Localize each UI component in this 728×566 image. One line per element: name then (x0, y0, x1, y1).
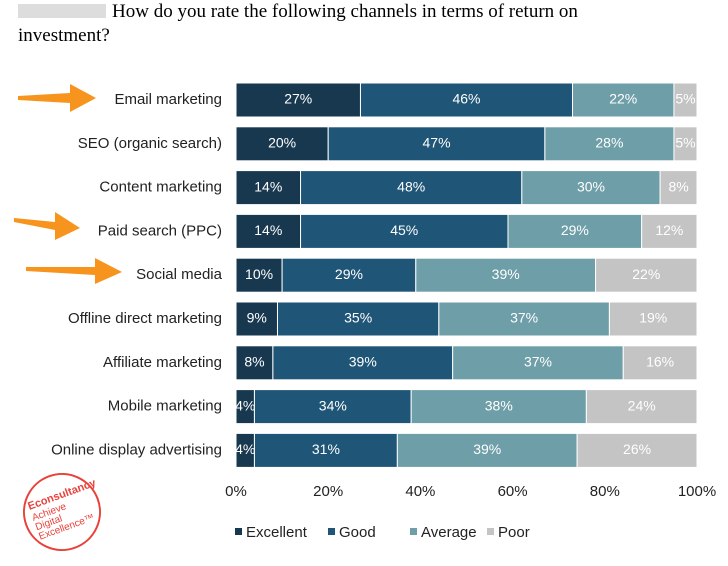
value-label: 48% (397, 178, 425, 194)
value-label: 19% (639, 310, 667, 326)
value-label: 22% (609, 91, 637, 107)
y-tick-label: Affiliate marketing (103, 354, 222, 371)
bar-segment (673, 126, 698, 162)
bar-segment (622, 345, 698, 381)
legend-label: Excellent (246, 524, 308, 541)
bar-segment (327, 126, 546, 162)
legend-swatch (235, 528, 242, 535)
y-tick-label: SEO (organic search) (78, 135, 222, 152)
arrow (14, 212, 80, 240)
value-label: 34% (319, 397, 347, 413)
value-label: 10% (245, 266, 273, 282)
bar-segment (595, 257, 698, 293)
bar-segment (235, 301, 278, 337)
bar-segment (253, 389, 412, 425)
value-label: 37% (510, 310, 538, 326)
value-label: 39% (473, 441, 501, 457)
value-label: 37% (524, 354, 552, 370)
arrow (26, 258, 122, 284)
value-label: 9% (247, 310, 267, 326)
bar-segment (585, 389, 698, 425)
bar-segment (235, 82, 361, 118)
value-label: 29% (561, 222, 589, 238)
value-label: 26% (623, 441, 651, 457)
value-label: 35% (344, 310, 372, 326)
bar-segment (396, 432, 578, 468)
value-label: 29% (335, 266, 363, 282)
bar-segment (235, 170, 302, 206)
value-label: 5% (675, 91, 695, 107)
bar-segment (281, 257, 417, 293)
x-tick-label: 100% (678, 483, 716, 500)
bar-segment (452, 345, 624, 381)
value-label: 45% (390, 222, 418, 238)
value-label: 28% (595, 135, 623, 151)
x-tick-label: 20% (313, 483, 343, 500)
x-tick-label: 40% (405, 483, 435, 500)
arrows (14, 84, 122, 284)
value-label: 31% (312, 441, 340, 457)
bar-segment (507, 213, 643, 249)
value-label: 12% (655, 222, 683, 238)
blurred-prefix (18, 4, 106, 18)
bar-segment (659, 170, 698, 206)
bar-segment (235, 213, 302, 249)
value-label: 46% (452, 91, 480, 107)
legend-label: Poor (498, 524, 530, 541)
x-tick-label: 80% (590, 483, 620, 500)
bar-segment (438, 301, 610, 337)
value-label: 22% (632, 266, 660, 282)
value-label: 16% (646, 354, 674, 370)
y-tick-label: Paid search (PPC) (98, 222, 222, 239)
value-label: 47% (423, 135, 451, 151)
legend-label: Good (339, 524, 376, 541)
legend-swatch (487, 528, 494, 535)
chart-title: How do you rate the following channels i… (18, 1, 578, 46)
y-tick-label: Content marketing (99, 179, 222, 196)
bar-segment (235, 126, 329, 162)
bar-segment (572, 82, 675, 118)
bar-segment (641, 213, 698, 249)
value-label: 20% (268, 135, 296, 151)
value-label: 27% (284, 91, 312, 107)
legend-swatch (328, 528, 335, 535)
value-label: 4% (235, 441, 255, 457)
y-tick-label: Mobile marketing (108, 398, 222, 415)
x-tick-label: 60% (498, 483, 528, 500)
y-tick-label: Offline direct marketing (68, 310, 222, 327)
y-tick-label: Online display advertising (51, 441, 222, 458)
x-tick-label: 0% (225, 483, 247, 500)
legend-swatch (410, 528, 417, 535)
bar-segment (300, 213, 509, 249)
bar-segment (272, 345, 454, 381)
value-label: 14% (254, 222, 282, 238)
value-label: 8% (668, 178, 688, 194)
value-label: 8% (244, 354, 264, 370)
bar-segment (410, 389, 587, 425)
bar-segment (521, 170, 661, 206)
bar-segment (608, 301, 698, 337)
bar-segment (300, 170, 523, 206)
bar-segment (415, 257, 597, 293)
logo-ring (23, 473, 101, 551)
value-label: 39% (492, 266, 520, 282)
value-label: 14% (254, 178, 282, 194)
value-label: 38% (485, 397, 513, 413)
bar-segment (673, 82, 698, 118)
bar-segment (576, 432, 698, 468)
logo: Econsultancy Achieve Digital Excellence™ (23, 473, 101, 551)
arrow (18, 84, 96, 112)
bar-segment (276, 301, 440, 337)
value-label: 30% (577, 178, 605, 194)
y-tick-label: Social media (136, 266, 223, 283)
legend-label: Average (421, 524, 477, 541)
y-tick-label: Email marketing (114, 91, 222, 108)
value-label: 24% (628, 397, 656, 413)
value-label: 5% (675, 135, 695, 151)
value-label: 4% (235, 397, 255, 413)
bar-segment (359, 82, 574, 118)
value-label: 39% (349, 354, 377, 370)
